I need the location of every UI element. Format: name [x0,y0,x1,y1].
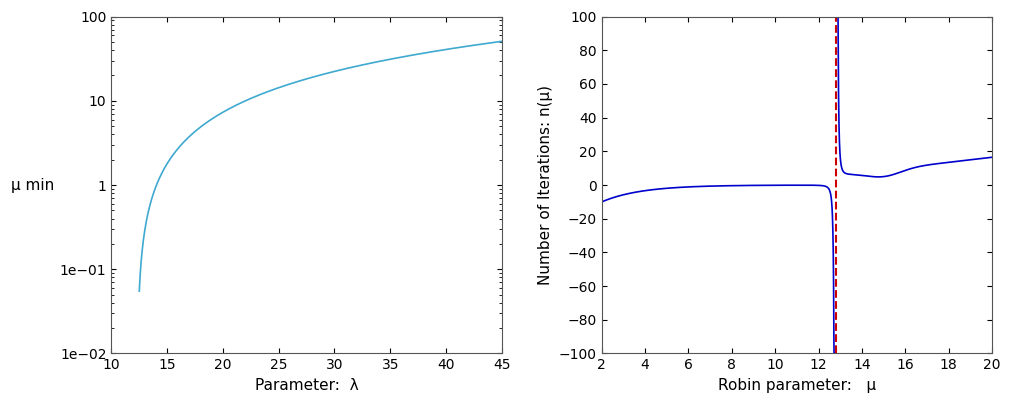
Y-axis label: μ min: μ min [11,177,55,193]
X-axis label: Parameter:  λ: Parameter: λ [255,378,358,393]
Y-axis label: Number of Iterations: n(μ): Number of Iterations: n(μ) [538,85,553,285]
X-axis label: Robin parameter:   μ: Robin parameter: μ [717,378,876,393]
